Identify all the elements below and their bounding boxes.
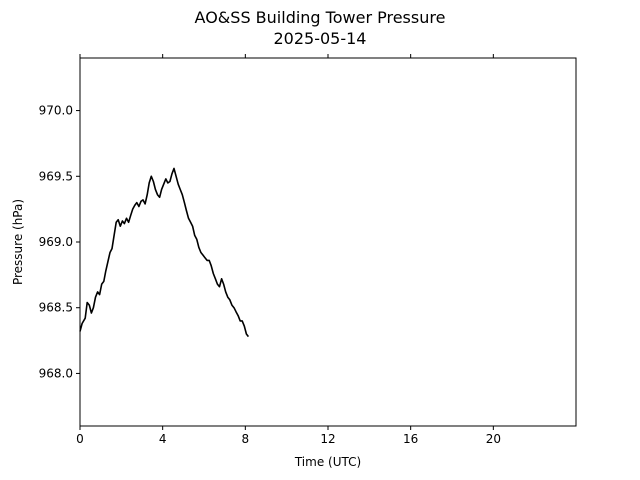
y-tick-label: 969.5 xyxy=(39,169,73,183)
chart-subtitle: 2025-05-14 xyxy=(274,29,367,48)
y-axis-label: Pressure (hPa) xyxy=(11,199,25,285)
y-tick-label: 968.0 xyxy=(39,366,73,380)
x-tick-label: 16 xyxy=(403,432,418,446)
y-axis: 968.0 968.5 969.0 969.5 970.0 xyxy=(39,104,80,380)
y-tick-label: 970.0 xyxy=(39,104,73,118)
x-tick-label: 20 xyxy=(486,432,501,446)
x-tick-label: 4 xyxy=(159,432,167,446)
x-axis: 0 4 8 12 16 20 xyxy=(76,54,501,446)
series-group xyxy=(79,167,250,338)
plot-frame xyxy=(79,57,577,427)
pressure-series-line xyxy=(79,167,250,338)
x-axis-label: Time (UTC) xyxy=(294,455,361,469)
chart-title: AO&SS Building Tower Pressure xyxy=(195,8,446,27)
y-tick-label: 968.5 xyxy=(39,301,73,315)
y-tick-label: 969.0 xyxy=(39,235,73,249)
x-tick-label: 12 xyxy=(320,432,335,446)
x-tick-label: 0 xyxy=(76,432,84,446)
x-tick-label: 8 xyxy=(242,432,250,446)
